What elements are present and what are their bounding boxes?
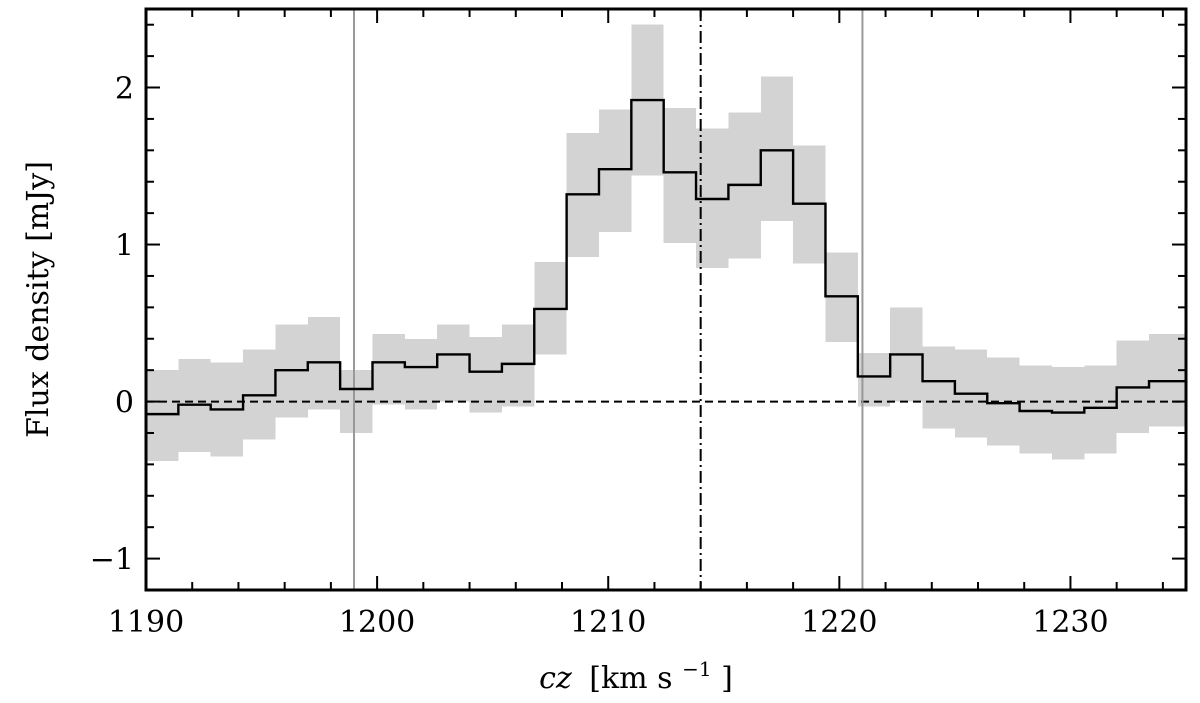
y-tick-label: 1: [115, 229, 134, 264]
x-axis-label-exponent: −1: [682, 657, 711, 681]
spectrum-step-line: [146, 98, 1188, 416]
uncertainty-bin: [146, 370, 179, 462]
uncertainty-bin: [598, 109, 632, 232]
uncertainty-bin: [922, 346, 955, 429]
tick-labels: 1190 1200 1210 1220 1230 −1 0 1 2: [90, 72, 1109, 640]
x-tick-label: 1200: [339, 605, 415, 640]
uncertainty-bin: [760, 76, 794, 221]
uncertainty-bin: [1084, 365, 1117, 454]
uncertainty-bin: [372, 334, 405, 405]
tick-marks: [145, 9, 1186, 590]
y-tick-label: 2: [115, 72, 134, 107]
y-tick-label: 0: [115, 386, 134, 421]
uncertainty-bin: [501, 324, 535, 407]
reference-lines: [146, 9, 1186, 590]
x-tick-label: 1220: [801, 605, 877, 640]
uncertainty-bin: [1019, 365, 1052, 454]
uncertainty-bin: [469, 337, 502, 413]
y-tick-label: −1: [90, 543, 134, 578]
uncertainty-band: [146, 24, 1186, 462]
uncertainty-bin: [437, 324, 470, 402]
y-axis-label: Flux density [mJy]: [21, 161, 56, 438]
plot-frame: [144, 7, 1188, 592]
x-tick-label: 1210: [570, 605, 646, 640]
uncertainty-bin: [404, 338, 438, 410]
x-axis-label-units: [km s: [589, 661, 672, 696]
series-layer: [146, 98, 1188, 416]
x-tick-label: 1230: [1032, 605, 1108, 640]
uncertainty-bin: [663, 107, 697, 243]
x-axis-label-variable: cz: [539, 661, 572, 696]
x-axis-label: cz [km s −1 ]: [539, 649, 733, 696]
x-axis-label-close: ]: [721, 661, 733, 696]
x-tick-label: 1190: [108, 605, 184, 640]
